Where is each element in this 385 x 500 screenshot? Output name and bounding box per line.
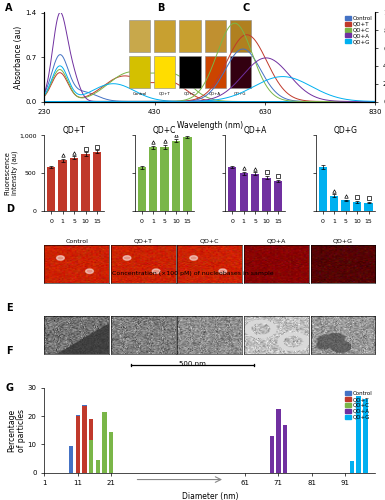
Bar [82, 406, 87, 472]
Bar [270, 436, 274, 472]
Bar [350, 461, 354, 472]
Bar [109, 432, 113, 472]
Bar [364, 202, 373, 211]
Title: QD+A: QD+A [243, 126, 267, 134]
Bar [70, 158, 78, 211]
Y-axis label: Percentage
of particles: Percentage of particles [7, 408, 26, 452]
Bar [172, 140, 180, 211]
Circle shape [57, 256, 64, 260]
Text: A: A [5, 2, 12, 12]
Title: QD+C: QD+C [200, 238, 219, 244]
Title: QD+T: QD+T [63, 126, 85, 134]
Y-axis label: Fluorescence
intensity (au): Fluorescence intensity (au) [4, 151, 18, 196]
Circle shape [152, 269, 160, 274]
Circle shape [123, 256, 131, 260]
Bar [363, 399, 368, 472]
Bar [274, 180, 282, 211]
Bar [47, 167, 55, 211]
Bar [59, 160, 67, 211]
X-axis label: Wavelength (nm): Wavelength (nm) [177, 120, 243, 130]
Bar [75, 416, 80, 472]
Bar [137, 167, 146, 211]
Text: 500 nm: 500 nm [179, 361, 206, 367]
Text: D: D [6, 204, 14, 214]
Text: B: B [157, 2, 164, 12]
Bar [276, 409, 281, 472]
Bar [239, 173, 248, 211]
Bar [81, 154, 90, 211]
Bar [89, 440, 93, 472]
Bar [89, 419, 93, 472]
Bar [69, 446, 73, 472]
Y-axis label: Absorbance (au): Absorbance (au) [13, 26, 23, 88]
Text: C: C [243, 2, 250, 12]
Bar [341, 200, 350, 211]
Bar [357, 396, 361, 472]
X-axis label: Diameter (nm): Diameter (nm) [182, 492, 238, 500]
Title: QD+T: QD+T [134, 238, 153, 244]
Bar [283, 424, 287, 472]
Bar [263, 178, 271, 211]
Bar [82, 405, 87, 472]
Bar [93, 152, 101, 211]
Bar [161, 146, 169, 211]
Bar [183, 137, 192, 211]
Circle shape [190, 256, 198, 260]
Text: E: E [6, 303, 12, 313]
Circle shape [219, 269, 227, 274]
Bar [318, 167, 327, 211]
Title: QD+G: QD+G [333, 126, 358, 134]
Text: G: G [6, 383, 14, 393]
Title: Control: Control [65, 238, 88, 244]
Bar [75, 414, 80, 472]
Title: QD+A: QD+A [267, 238, 286, 244]
Bar [149, 148, 157, 211]
Bar [95, 460, 100, 472]
Text: Concentration (×100 pM) of nucleobases in sample: Concentration (×100 pM) of nucleobases i… [112, 271, 273, 276]
Circle shape [86, 269, 94, 274]
Title: QD+G: QD+G [333, 238, 353, 244]
Legend: Control, QD+T, QD+C, QD+A, QD+G: Control, QD+T, QD+C, QD+A, QD+G [345, 16, 373, 44]
Bar [102, 412, 107, 472]
Bar [353, 202, 361, 211]
Bar [251, 174, 259, 211]
Text: F: F [6, 346, 12, 356]
Legend: Control, QD+T, QD+C, QD+A, QD+G: Control, QD+T, QD+C, QD+A, QD+G [345, 390, 373, 420]
Bar [228, 167, 236, 211]
Bar [330, 196, 338, 211]
Title: QD+C: QD+C [153, 126, 176, 134]
